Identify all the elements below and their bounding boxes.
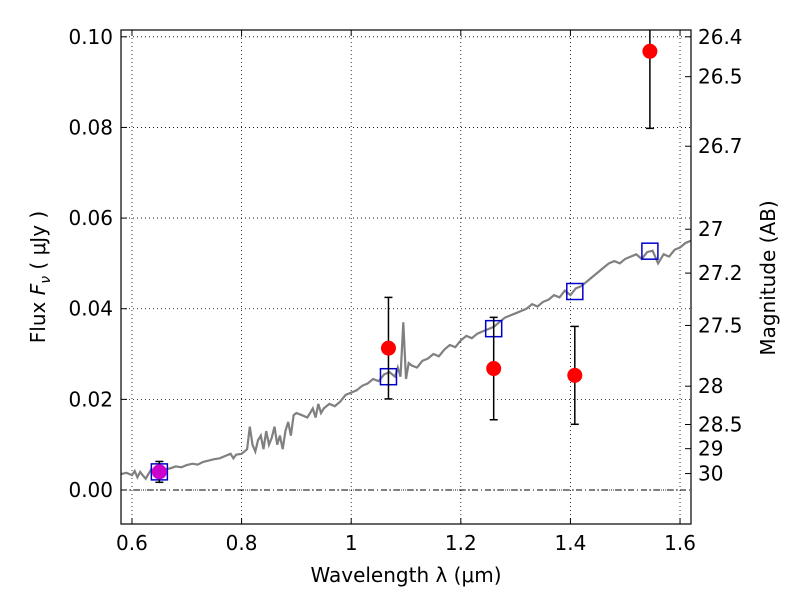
x-tick-label: 1 bbox=[345, 531, 358, 555]
y-tick-label: 0.02 bbox=[68, 387, 113, 411]
x-tick-label: 0.6 bbox=[116, 531, 148, 555]
mag-tick-label: 27.2 bbox=[698, 261, 743, 285]
observed-point bbox=[486, 361, 502, 377]
y2-axis-label: Magnitude (AB) bbox=[756, 200, 780, 355]
mag-tick-label: 26.5 bbox=[698, 65, 743, 89]
mag-tick-label: 27.5 bbox=[698, 313, 743, 337]
mag-tick-label: 30 bbox=[698, 462, 723, 486]
model-square-marker bbox=[566, 282, 584, 301]
x-axis-label: Wavelength λ (μm) bbox=[310, 563, 501, 587]
y-tick-label: 0.10 bbox=[68, 25, 113, 49]
spectrum-line bbox=[121, 239, 691, 481]
y-tick-label: 0.04 bbox=[68, 297, 113, 321]
mag-tick-label: 26.4 bbox=[698, 25, 743, 49]
observed-point bbox=[567, 367, 583, 383]
x-tick-label: 1.6 bbox=[664, 531, 696, 555]
x-tick-label: 0.8 bbox=[226, 531, 258, 555]
y-tick-label: 0.08 bbox=[68, 115, 113, 139]
mag-tick-label: 27 bbox=[698, 217, 723, 241]
series-layer bbox=[121, 30, 691, 484]
model-square-marker bbox=[641, 242, 659, 260]
plot-background bbox=[121, 30, 691, 524]
mag-tick-label: 26.7 bbox=[698, 134, 743, 158]
y-tick-label: 0.00 bbox=[68, 478, 113, 502]
mag-tick-label: 29 bbox=[698, 437, 723, 461]
grid bbox=[121, 30, 691, 524]
y-axis-label: Flux Fν ( μJy ) bbox=[26, 211, 54, 343]
y-axis-label-subscript: ν bbox=[38, 276, 54, 284]
y-axis-label-prefix: Flux bbox=[26, 295, 50, 343]
x-tick-label: 1.4 bbox=[555, 531, 587, 555]
y-axis-label-symbol: F bbox=[26, 283, 50, 295]
mag-tick-label: 28.5 bbox=[698, 413, 743, 437]
y-tick-label: 0.06 bbox=[68, 206, 113, 230]
observed-point bbox=[380, 340, 396, 356]
x-tick-label: 1.2 bbox=[445, 531, 477, 555]
observed-point bbox=[642, 43, 658, 59]
y-axis-label-suffix: ( μJy ) bbox=[26, 211, 50, 276]
observed-point bbox=[151, 464, 167, 480]
plot-frame bbox=[120, 29, 692, 525]
ticks: 0.6 0.8 1 1.2 1.4 1.6 0.00 0.02 0.04 0.06 0.08 0.10… bbox=[68, 25, 742, 555]
mag-tick-label: 28 bbox=[698, 374, 723, 398]
